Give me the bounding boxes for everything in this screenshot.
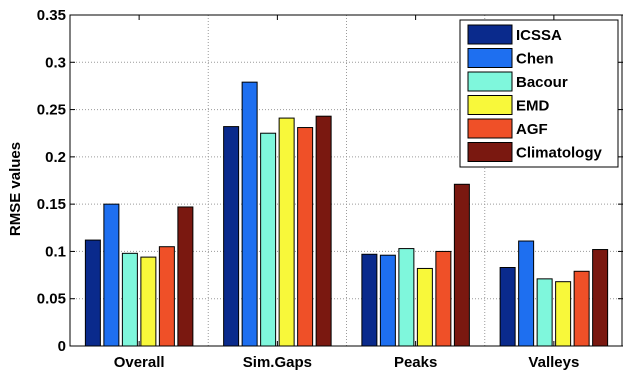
legend-swatch-climatology xyxy=(467,142,513,162)
bar-chen-peaks xyxy=(379,254,396,347)
legend-swatch-agf xyxy=(467,118,513,139)
y-tick-label: 0.25 xyxy=(37,102,66,119)
y-tick-label: 0.3 xyxy=(45,54,66,71)
bar-climatology-peaks xyxy=(453,183,470,347)
y-tick-label: 0.35 xyxy=(37,7,66,24)
legend-label-icssa: ICSSA xyxy=(516,27,562,44)
bar-bacour-valleys xyxy=(536,278,553,347)
y-tick-label: 0.1 xyxy=(45,243,66,260)
bar-climatology-overall xyxy=(177,206,194,347)
x-tick-label: Peaks xyxy=(394,354,437,371)
bar-climatology-valleys xyxy=(592,249,609,347)
legend-swatch-chen xyxy=(467,48,513,68)
bar-emd-sim-gaps xyxy=(278,117,295,347)
axes xyxy=(69,14,623,347)
bar-icssa-overall xyxy=(84,239,101,347)
y-tick-label: 0.2 xyxy=(45,149,66,166)
y-axis-title: RMSE values xyxy=(7,142,24,236)
legend: ICSSA Chen Bacour EMD AGF Climatology xyxy=(459,19,619,168)
bar-chen-valleys xyxy=(518,240,535,347)
bar-agf-valleys xyxy=(573,270,590,347)
legend-label-bacour: Bacour xyxy=(516,74,568,91)
legend-swatch-emd xyxy=(467,95,513,115)
bar-chen-sim-gaps xyxy=(241,81,258,347)
y-tick-label: 0.15 xyxy=(37,196,66,213)
bar-agf-peaks xyxy=(435,250,452,347)
bar-bacour-overall xyxy=(121,252,138,347)
bar-emd-valleys xyxy=(555,281,572,347)
x-tick-label: Overall xyxy=(114,354,165,371)
x-tick-label: Sim.Gaps xyxy=(243,354,312,371)
bar-agf-overall xyxy=(158,246,175,347)
bar-icssa-sim-gaps xyxy=(223,126,240,347)
y-tick-label: 0 xyxy=(58,338,66,355)
legend-label-agf: AGF xyxy=(516,121,548,138)
tick-labels: Overall Sim.Gaps Peaks Valleys 0 0.05 0.1 0.15 0… xyxy=(37,7,580,371)
bar-icssa-peaks xyxy=(361,253,378,347)
y-tick-label: 0.05 xyxy=(37,291,66,308)
bar-bacour-sim-gaps xyxy=(260,132,277,347)
legend-label-climatology: Climatology xyxy=(516,145,602,162)
x-tick-label: Valleys xyxy=(528,354,579,371)
bar-emd-peaks xyxy=(416,267,433,347)
bar-bacour-peaks xyxy=(398,248,415,347)
legend-swatch-bacour xyxy=(467,71,513,92)
legend-label-emd: EMD xyxy=(516,98,550,115)
legend-swatch-icssa xyxy=(467,24,513,45)
bar-icssa-valleys xyxy=(499,267,516,347)
plot-frame xyxy=(69,14,623,347)
legend-label-chen: Chen xyxy=(516,51,554,68)
bar-agf-sim-gaps xyxy=(297,127,314,347)
bar-emd-overall xyxy=(140,256,157,347)
bar-chen-overall xyxy=(103,203,120,347)
grid-lines xyxy=(70,15,623,346)
bar-climatology-sim-gaps xyxy=(315,115,332,347)
